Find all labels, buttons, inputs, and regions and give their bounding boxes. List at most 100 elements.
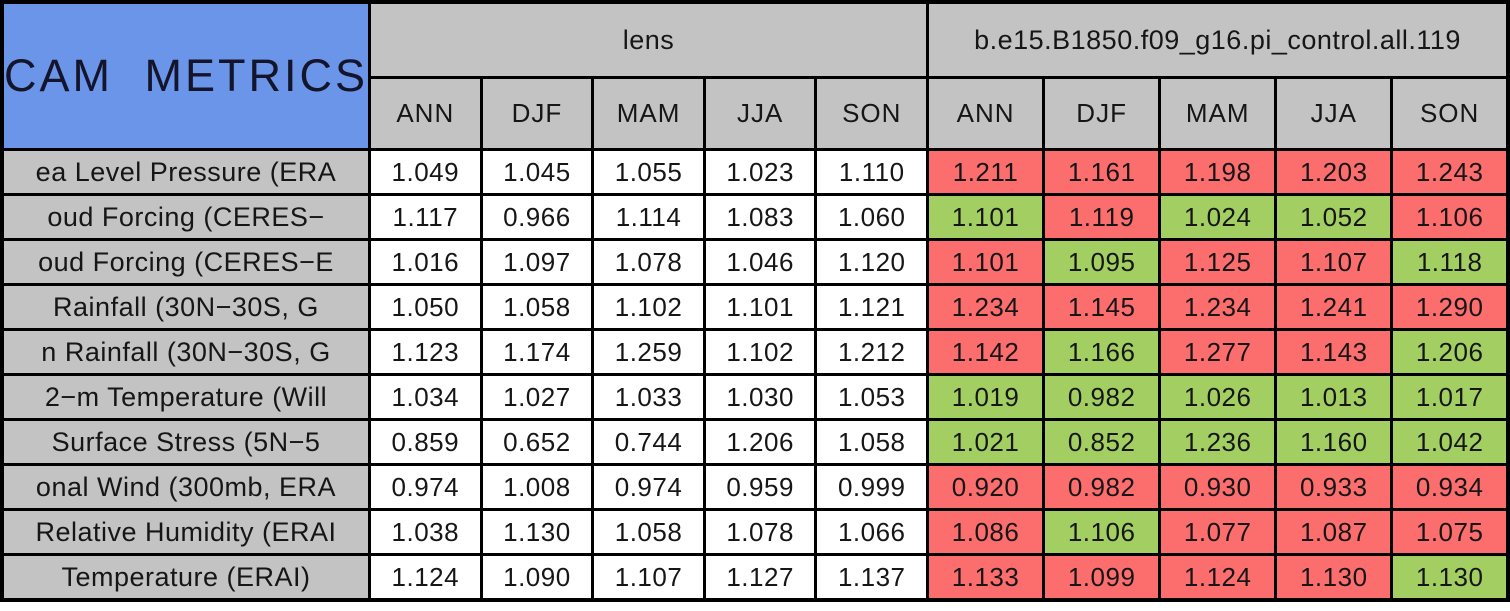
table-row: Rainfall (30N−30S, G 1.050 1.058 1.102 1.101…	[0, 283, 1510, 331]
lens-value-cell: 1.023	[702, 148, 818, 196]
control-value-cell: 1.107	[1274, 238, 1394, 286]
lens-value-cell: 1.034	[368, 373, 483, 421]
group-header-control-case: b.e15.B1850.f09_g16.pi_control.all.119	[926, 0, 1510, 79]
control-value-cell: 1.160	[1274, 418, 1394, 466]
season-header: MAM	[1158, 76, 1278, 151]
lens-value-cell: 1.083	[702, 193, 818, 241]
control-value-cell: 1.106	[1390, 193, 1510, 241]
control-value-cell: 1.106	[1042, 508, 1162, 556]
metric-row-label: Rainfall (30N−30S, G	[0, 283, 371, 331]
lens-value-cell: 1.090	[479, 553, 595, 602]
lens-value-cell: 1.046	[702, 238, 818, 286]
metric-row-label: Temperature (ERAI)	[0, 553, 371, 602]
control-value-cell: 1.024	[1158, 193, 1278, 241]
control-value-cell: 1.241	[1274, 283, 1394, 331]
control-value-cell: 1.124	[1158, 553, 1278, 602]
lens-value-cell: 1.097	[479, 238, 595, 286]
group-header-lens: lens	[367, 0, 930, 79]
table-row: ea Level Pressure (ERA 1.049 1.045 1.055 1.0…	[0, 148, 1510, 196]
lens-value-cell: 1.038	[368, 508, 483, 556]
lens-value-cell: 0.652	[479, 418, 595, 466]
table-row: Temperature (ERAI) 1.124 1.090 1.107 1.127 1.…	[0, 553, 1510, 602]
control-value-cell: 1.143	[1274, 328, 1394, 376]
table-row: oud Forcing (CERES− 1.117 0.966 1.114 1.083 1…	[0, 193, 1510, 241]
lens-value-cell: 0.999	[814, 463, 930, 511]
control-value-cell: 1.130	[1390, 553, 1510, 602]
lens-value-cell: 1.066	[814, 508, 930, 556]
lens-value-cell: 1.050	[368, 283, 483, 331]
lens-value-cell: 1.130	[479, 508, 595, 556]
season-header: JJA	[1274, 76, 1394, 151]
control-value-cell: 0.930	[1158, 463, 1278, 511]
lens-value-cell: 1.016	[368, 238, 483, 286]
control-value-cell: 1.125	[1158, 238, 1278, 286]
control-value-cell: 1.119	[1042, 193, 1162, 241]
control-value-cell: 1.075	[1390, 508, 1510, 556]
control-value-cell: 1.077	[1158, 508, 1278, 556]
lens-value-cell: 1.120	[814, 238, 930, 286]
control-value-cell: 1.026	[1158, 373, 1278, 421]
lens-value-cell: 1.174	[479, 328, 595, 376]
lens-value-cell: 1.110	[814, 148, 930, 196]
control-value-cell: 1.017	[1390, 373, 1510, 421]
control-value-cell: 1.234	[1158, 283, 1278, 331]
lens-value-cell: 1.212	[814, 328, 930, 376]
metric-row-label: oud Forcing (CERES−	[0, 193, 371, 241]
control-value-cell: 1.290	[1390, 283, 1510, 331]
season-header: DJF	[479, 76, 595, 151]
lens-value-cell: 1.117	[368, 193, 483, 241]
lens-value-cell: 1.123	[368, 328, 483, 376]
control-value-cell: 0.982	[1042, 463, 1162, 511]
lens-value-cell: 1.102	[702, 328, 818, 376]
lens-value-cell: 1.049	[368, 148, 483, 196]
season-header: DJF	[1042, 76, 1162, 151]
control-value-cell: 1.166	[1042, 328, 1162, 376]
control-value-cell: 1.118	[1390, 238, 1510, 286]
lens-value-cell: 1.127	[702, 553, 818, 602]
control-value-cell: 1.133	[926, 553, 1046, 602]
table-row: Relative Humidity (ERAI 1.038 1.130 1.058 1.…	[0, 508, 1510, 556]
metric-row-label: ea Level Pressure (ERA	[0, 148, 371, 196]
lens-value-cell: 1.030	[702, 373, 818, 421]
control-value-cell: 1.161	[1042, 148, 1162, 196]
control-value-cell: 0.852	[1042, 418, 1162, 466]
lens-value-cell: 1.206	[702, 418, 818, 466]
metric-row-label: oud Forcing (CERES−E	[0, 238, 371, 286]
lens-value-cell: 1.008	[479, 463, 595, 511]
control-value-cell: 1.099	[1042, 553, 1162, 602]
control-value-cell: 1.052	[1274, 193, 1394, 241]
control-value-cell: 1.234	[926, 283, 1046, 331]
lens-value-cell: 1.045	[479, 148, 595, 196]
control-value-cell: 1.203	[1274, 148, 1394, 196]
season-header: SON	[1390, 76, 1510, 151]
lens-value-cell: 1.121	[814, 283, 930, 331]
metric-row-label: Surface Stress (5N−5	[0, 418, 371, 466]
lens-value-cell: 0.859	[368, 418, 483, 466]
lens-value-cell: 1.102	[591, 283, 706, 331]
control-value-cell: 1.087	[1274, 508, 1394, 556]
control-value-cell: 0.934	[1390, 463, 1510, 511]
lens-value-cell: 1.058	[814, 418, 930, 466]
control-value-cell: 1.211	[926, 148, 1046, 196]
table-row: n Rainfall (30N−30S, G 1.123 1.174 1.259 1.1…	[0, 328, 1510, 376]
season-header: ANN	[926, 76, 1046, 151]
control-value-cell: 1.130	[1274, 553, 1394, 602]
control-value-cell: 1.021	[926, 418, 1046, 466]
control-value-cell: 1.019	[926, 373, 1046, 421]
lens-value-cell: 1.078	[591, 238, 706, 286]
season-header-row: ANN DJF MAM JJA SON ANN DJF MAM JJA SON	[2, 76, 1510, 151]
season-header: MAM	[591, 76, 706, 151]
control-value-cell: 1.042	[1390, 418, 1510, 466]
metric-row-label: onal Wind (300mb, ERA	[0, 463, 371, 511]
control-value-cell: 1.101	[926, 238, 1046, 286]
lens-value-cell: 0.959	[702, 463, 818, 511]
table-title: CAM METRICS	[0, 0, 371, 151]
control-value-cell: 0.933	[1274, 463, 1394, 511]
lens-value-cell: 1.124	[368, 553, 483, 602]
control-value-cell: 1.086	[926, 508, 1046, 556]
lens-value-cell: 1.107	[591, 553, 706, 602]
control-value-cell: 0.920	[926, 463, 1046, 511]
lens-value-cell: 0.744	[591, 418, 706, 466]
season-header: SON	[814, 76, 930, 151]
